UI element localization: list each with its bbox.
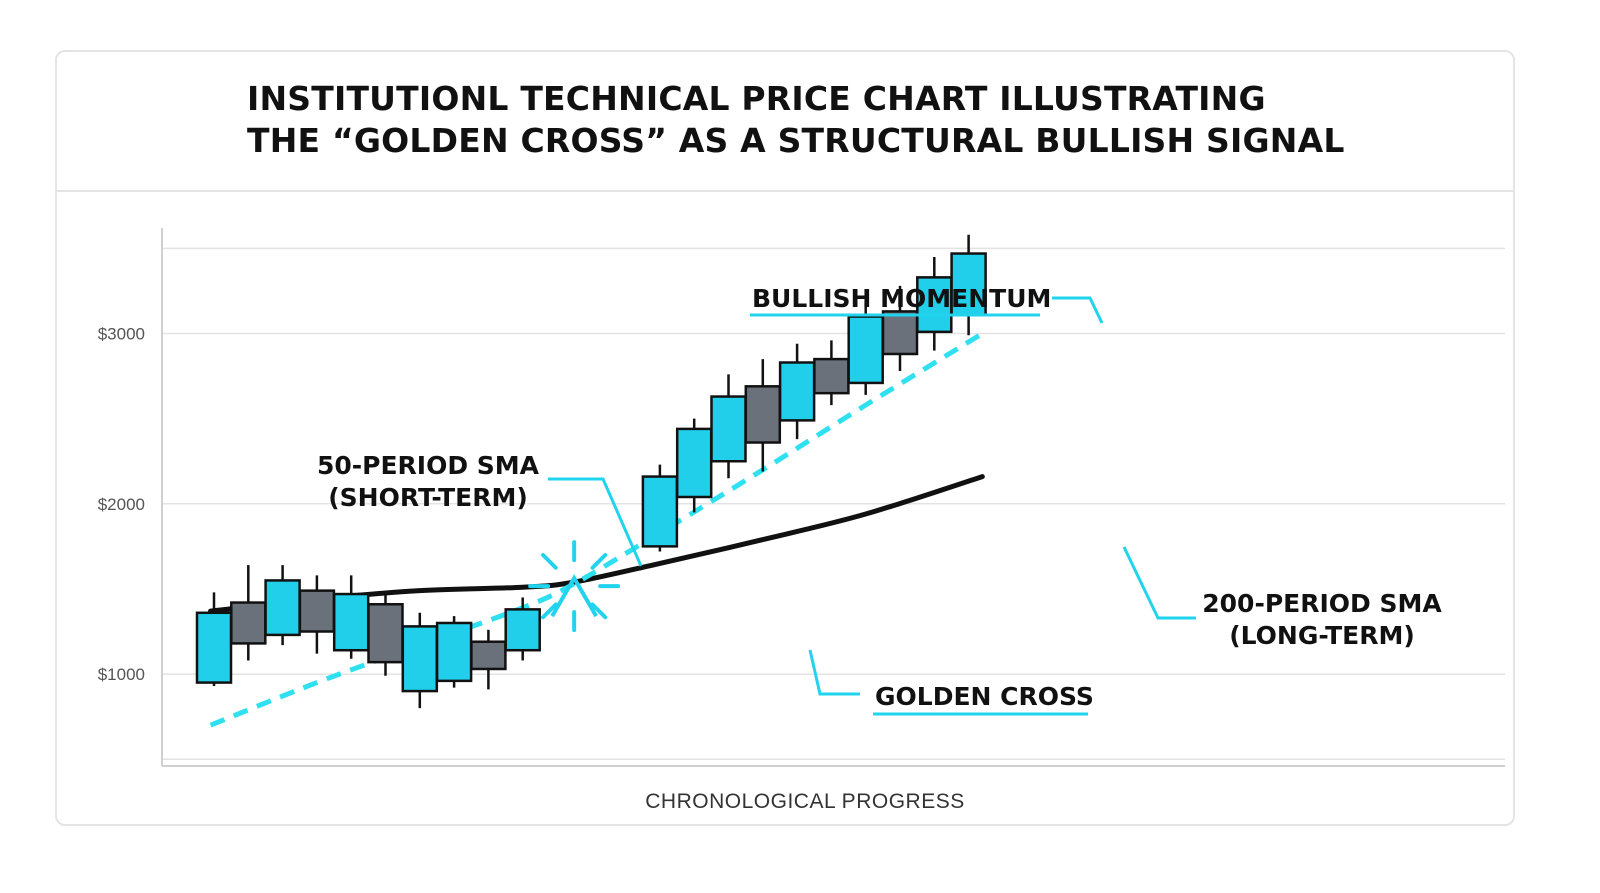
bearish-candle [367, 603, 404, 664]
sma-50-leader [548, 477, 643, 567]
bullish-candle [264, 579, 301, 637]
bullish-momentum-leader [1052, 296, 1104, 324]
bullish-candle [675, 427, 713, 499]
golden-cross-marker [550, 574, 598, 618]
sma-200-label-line-1: 200-PERIOD SMA [1202, 589, 1442, 618]
bullish-candle [641, 475, 679, 548]
bullish-candle [332, 592, 370, 652]
golden-cross-ray [590, 602, 608, 620]
y-tick-label: $2000 [98, 495, 145, 514]
chart-title-line-1: INSTITUTIONL TECHNICAL PRICE CHART ILLUS… [247, 79, 1266, 118]
golden-cross-ray [541, 553, 558, 570]
bearish-candle [813, 357, 850, 395]
bullish-candle [195, 611, 233, 684]
chart-title-line-2: THE “GOLDEN CROSS” AS A STRUCTURAL BULLI… [247, 121, 1345, 160]
sma-50-label-line-1: 50-PERIOD SMA [317, 451, 540, 480]
bearish-candle [298, 589, 336, 633]
y-tick-label: $3000 [98, 325, 145, 344]
bearish-candle [881, 310, 919, 356]
bullish-candle [401, 625, 439, 693]
bearish-candle [744, 385, 782, 444]
sma-200-label-line-2: (LONG-TERM) [1229, 621, 1415, 650]
bearish-candle [470, 640, 507, 671]
golden-cross-leader [808, 649, 860, 696]
bullish-candle [710, 395, 747, 463]
bullish-candle [778, 361, 816, 422]
golden-cross-label: GOLDEN CROSS [875, 682, 1094, 711]
sma-50-label-line-2: (SHORT-TERM) [328, 483, 528, 512]
golden-cross-ray [541, 602, 558, 620]
bullish-candle [435, 621, 473, 683]
sma-200-leader [1122, 546, 1196, 620]
sma-50-line [209, 331, 984, 728]
x-axis-label: CHRONOLOGICAL PROGRESS [645, 790, 964, 813]
y-tick-label: $1000 [98, 665, 145, 684]
golden-cross-ray [590, 553, 608, 570]
bullish-candle [847, 315, 884, 385]
bearish-candle [230, 601, 267, 645]
bullish-candle [916, 276, 953, 334]
bullish-momentum-label: BULLISH MOMENTUM [752, 284, 1051, 313]
chart-card: INSTITUTIONL TECHNICAL PRICE CHART ILLUS… [55, 50, 1515, 826]
title-area: INSTITUTIONL TECHNICAL PRICE CHART ILLUS… [57, 52, 1513, 192]
bullish-candle [504, 608, 541, 652]
